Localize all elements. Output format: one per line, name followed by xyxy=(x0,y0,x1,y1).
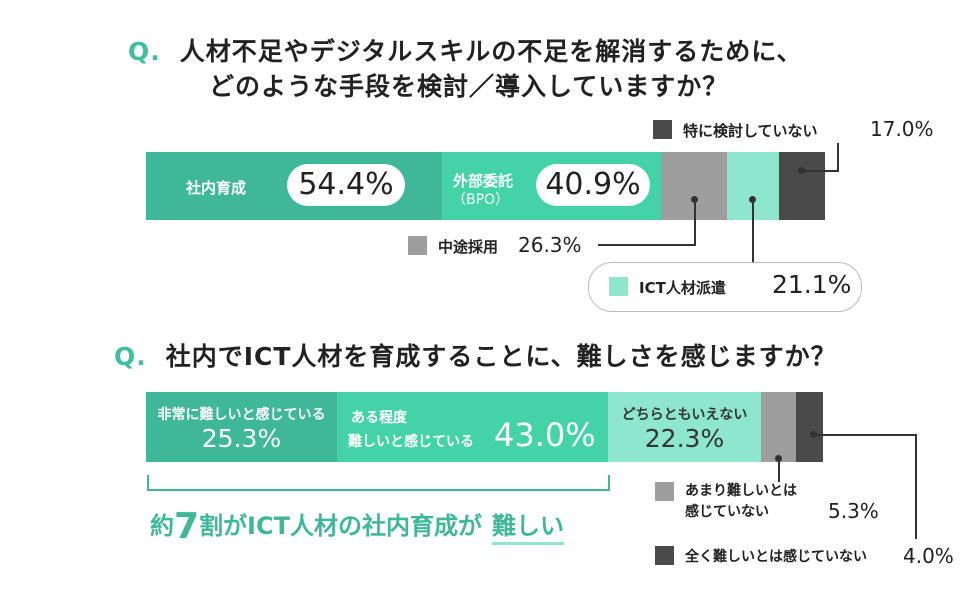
legend-notatall-label: 全く難しいとは感じていない xyxy=(685,549,867,565)
summary-pre: 約 xyxy=(150,512,174,540)
chart1-outsourcing-label-line1: 外部委託 xyxy=(453,172,514,190)
chart2-very-value: 25.3% xyxy=(201,424,282,453)
legend-notvery-label-line2: 感じていない xyxy=(685,504,769,520)
legend-notatall-value: 4.0% xyxy=(903,544,954,568)
q2-marker: Q. xyxy=(114,342,147,371)
summary-emphasis: 難しい xyxy=(491,512,564,545)
chart1-outsourcing-value: 40.9% xyxy=(536,164,650,206)
leader-notatall-h xyxy=(813,434,917,436)
q1-title-line1: Q. 人材不足やデジタルスキルの不足を解消するために、 xyxy=(128,32,802,68)
leader-midcareer-h xyxy=(598,244,696,246)
chart2-somewhat-label-line2: 難しいと感じている xyxy=(348,434,474,450)
legend-notvery-label-line1: あまり難しいとは xyxy=(685,483,797,499)
summary-bracket xyxy=(147,475,610,491)
summary-num: 7 xyxy=(174,506,200,547)
legend-ict-box xyxy=(588,262,862,312)
legend-ict-label: ICT人材派遣 xyxy=(639,279,726,297)
legend-ict-swatch xyxy=(609,277,628,296)
q1-title-line2: どのような手段を検討／導入していますか？ xyxy=(209,72,729,101)
chart2-somewhat-label-line1: ある程度 xyxy=(351,410,407,426)
chart2-seg-somewhat-difficult xyxy=(337,392,608,462)
chart1-outsourcing-label-line2: （BPO） xyxy=(452,192,510,208)
summary-text: 約7割がICT人材の社内育成が 難しい xyxy=(150,506,564,547)
leader-midcareer-v xyxy=(694,199,696,246)
legend-midcareer-value: 26.3% xyxy=(518,233,582,257)
summary-post: がICT人材の社内育成が xyxy=(223,512,482,540)
q1-text-line1: 人材不足やデジタルスキルの不足を解消するために、 xyxy=(179,37,803,66)
q2-text-line1: 社内でICT人材を育成することに、難しさを感じますか？ xyxy=(165,342,837,371)
chart2-seg-not-at-all xyxy=(796,392,823,462)
chart2-neutral-label: どちらともいえない xyxy=(621,407,748,423)
chart2-seg-very-difficult xyxy=(146,392,337,462)
leader-notatall-v xyxy=(915,434,917,539)
leader-none-h xyxy=(801,170,839,172)
chart2-seg-neutral xyxy=(608,392,761,462)
leader-notvery-v xyxy=(778,458,780,482)
legend-none-swatch xyxy=(653,120,672,139)
chart2-neutral-value: 22.3% xyxy=(644,424,725,453)
leader-none-v xyxy=(837,143,839,172)
legend-notvery-swatch xyxy=(655,482,674,501)
chart1-seg-none xyxy=(779,152,825,220)
q1-marker: Q. xyxy=(128,37,161,66)
chart2-very-label: 非常に難しいと感じている xyxy=(157,407,326,423)
q2-title: Q. 社内でICT人材を育成することに、難しさを感じますか？ xyxy=(114,337,837,373)
summary-mid: 割 xyxy=(199,512,224,540)
chart2-somewhat-value: 43.0% xyxy=(494,416,596,454)
legend-notvery-value: 5.3% xyxy=(828,499,879,523)
chart2-seg-not-very xyxy=(761,392,796,462)
legend-midcareer-label: 中途採用 xyxy=(438,238,499,256)
legend-midcareer-swatch xyxy=(408,236,427,255)
legend-none-label: 特に検討していない xyxy=(683,122,818,140)
legend-ict-value: 21.1% xyxy=(772,270,852,299)
leader-midcareer-dot xyxy=(691,196,698,203)
legend-none-value: 17.0% xyxy=(870,117,934,141)
chart1-inhouse-value: 54.4% xyxy=(287,164,405,206)
leader-ict-v xyxy=(752,199,754,262)
chart1-inhouse-label: 社内育成 xyxy=(186,179,247,197)
legend-notatall-swatch xyxy=(655,546,674,565)
